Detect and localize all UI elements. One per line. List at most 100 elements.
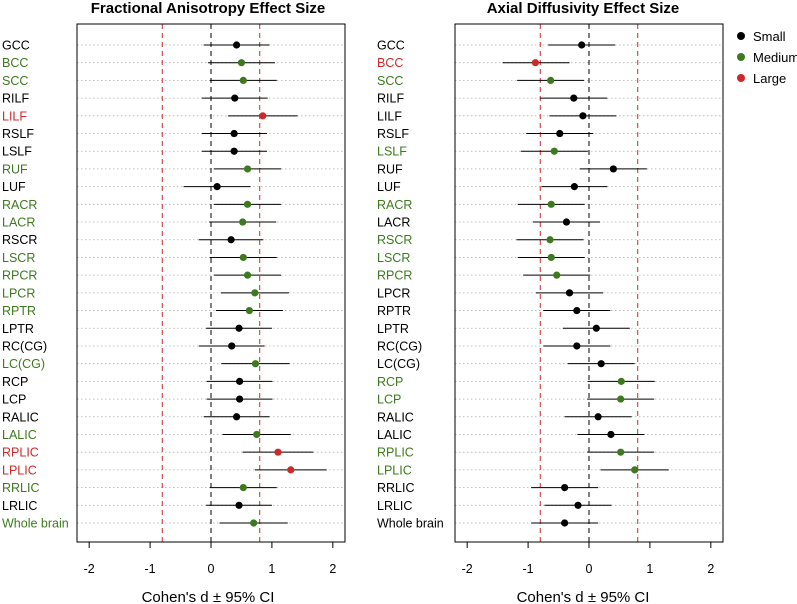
legend-marker-large (737, 74, 745, 82)
row-label: RC(CG) (2, 339, 47, 353)
row-label: RPTR (2, 304, 36, 318)
row-label: LRLIC (2, 499, 37, 513)
row-label: LPLIC (377, 463, 412, 477)
x-axis-label: Cohen's d ± 95% CI (517, 589, 650, 604)
effect-point (250, 519, 258, 527)
row-label: BCC (377, 56, 403, 70)
row-label: RPTR (377, 304, 411, 318)
effect-point (546, 236, 554, 244)
effect-point (287, 466, 295, 474)
row-label: RACR (2, 198, 37, 212)
row-label: SCC (377, 74, 403, 88)
row-label: LACR (377, 216, 410, 230)
effect-point (235, 501, 243, 509)
x-tick-label: -1 (145, 562, 156, 576)
row-label: RSCR (2, 233, 37, 247)
x-tick-label: 2 (707, 562, 714, 576)
effect-point (231, 94, 239, 102)
effect-point (550, 147, 558, 155)
row-label: LUF (2, 180, 26, 194)
effect-point (547, 200, 555, 208)
row-label: LUF (377, 180, 401, 194)
row-label: RRLIC (377, 481, 415, 495)
row-label: Whole brain (2, 517, 69, 531)
x-tick-label: -2 (84, 562, 95, 576)
effect-point (274, 448, 282, 456)
effect-point (607, 430, 615, 439)
effect-point (235, 324, 243, 332)
x-tick-label: 1 (268, 562, 275, 576)
row-label: RC(CG) (377, 339, 422, 353)
effect-point (562, 218, 571, 226)
effect-point (236, 377, 244, 385)
row-label: RACR (377, 198, 412, 212)
effect-point (570, 94, 578, 102)
effect-point (561, 519, 569, 527)
row-label: LSLF (377, 145, 407, 159)
row-label: GCC (377, 39, 405, 53)
effect-point (617, 377, 625, 385)
row-label: LPLIC (2, 463, 37, 477)
row-label: RPCR (2, 269, 37, 283)
effect-point (574, 501, 582, 509)
effect-point (232, 41, 241, 49)
row-label: LPTR (377, 322, 409, 336)
x-tick-label: 0 (586, 562, 593, 576)
row-label: LC(CG) (377, 357, 420, 371)
row-label: LILF (2, 109, 27, 123)
effect-point (573, 306, 581, 315)
effect-point (592, 324, 600, 332)
row-label: RPLIC (377, 446, 414, 460)
row-label: LILF (377, 109, 402, 123)
x-tick-label: 1 (646, 562, 653, 576)
effect-point (617, 448, 625, 456)
chart-title: Axial Diffusivity Effect Size (487, 0, 680, 17)
row-label: BCC (2, 56, 28, 70)
effect-point (609, 165, 617, 173)
legend-label-small: Small (753, 29, 786, 44)
plot-frame (454, 23, 724, 543)
row-label: RCP (377, 375, 403, 389)
effect-point (239, 483, 247, 492)
effect-point (570, 183, 578, 191)
legend-marker-medium (737, 53, 745, 61)
effect-point (243, 165, 252, 173)
effect-point (594, 413, 602, 421)
effect-point (239, 76, 247, 85)
row-label: SCC (2, 74, 28, 88)
x-tick-label: -2 (462, 562, 473, 576)
row-label: LPCR (2, 286, 35, 300)
effect-point (259, 112, 267, 120)
effect-point (230, 129, 238, 138)
row-label: LC(CG) (2, 357, 45, 371)
legend-label-large: Large (753, 71, 786, 86)
row-label: RILF (2, 92, 29, 106)
row-label: LACR (2, 216, 35, 230)
row-label: RALIC (377, 410, 414, 424)
row-label: LSLF (2, 145, 32, 159)
legend-label-medium: Medium (753, 50, 797, 65)
effect-point (243, 271, 252, 279)
row-label: LPTR (2, 322, 34, 336)
effect-point (236, 395, 244, 403)
effect-point (232, 413, 241, 421)
plot-frame (76, 23, 346, 543)
row-label: LSCR (377, 251, 410, 265)
x-axis-label: Cohen's d ± 95% CI (142, 589, 275, 604)
x-tick-label: -1 (523, 562, 534, 576)
effect-point (547, 76, 555, 85)
row-label: RPLIC (2, 446, 39, 460)
effect-point (251, 289, 259, 297)
row-label: RCP (2, 375, 28, 389)
row-label: RSLF (2, 127, 34, 141)
effect-point (253, 430, 261, 439)
row-label: LCP (377, 393, 401, 407)
row-label: RUF (2, 162, 28, 176)
row-label: RILF (377, 92, 404, 106)
effect-point (213, 183, 221, 191)
effect-point (553, 271, 561, 279)
row-label: GCC (2, 39, 30, 53)
row-label: LPCR (377, 286, 410, 300)
effect-point (617, 395, 625, 403)
